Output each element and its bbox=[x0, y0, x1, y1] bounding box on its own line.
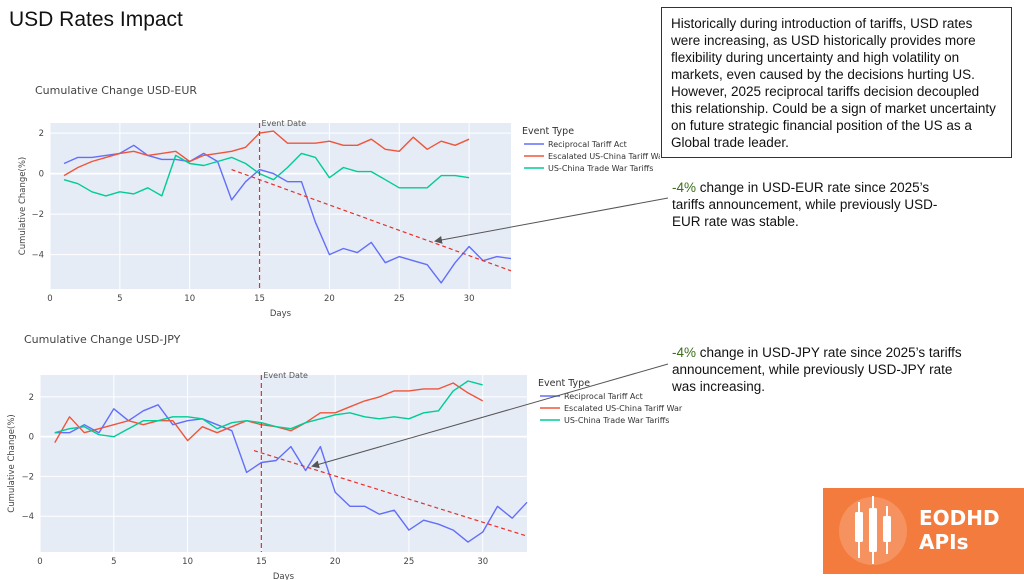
eur-chart-title: Cumulative Change USD-EUR bbox=[35, 84, 197, 97]
eur-annotation: -4% change in USD-EUR rate since 2025’s … bbox=[672, 179, 962, 230]
eur-series-line-1 bbox=[63, 144, 512, 284]
jpy-annotation: -4% change in USD-JPY rate since 2025’s … bbox=[672, 344, 962, 395]
jpy-event-label: Event Date bbox=[263, 371, 308, 380]
eur-y-tick-label: −2 bbox=[31, 210, 44, 220]
eur-y-tick-label: 0 bbox=[39, 170, 44, 180]
jpy-x-tick-label: 15 bbox=[256, 557, 267, 567]
eur-x-tick-label: 10 bbox=[184, 294, 195, 304]
jpy-x-axis-label: Days bbox=[273, 572, 295, 580]
eur-legend-title: Event Type bbox=[522, 126, 574, 137]
jpy-y-tick-label: −4 bbox=[21, 512, 34, 522]
logo-text-line2: APIs bbox=[919, 530, 969, 554]
eur-x-tick-label: 30 bbox=[464, 294, 475, 304]
jpy-y-tick-label: 0 bbox=[29, 433, 34, 443]
jpy-y-tick-label: −2 bbox=[21, 472, 34, 482]
eur-plot-background bbox=[50, 123, 511, 289]
jpy-annotation-text: change in USD-JPY rate since 2025’s tari… bbox=[672, 345, 962, 394]
page-title: USD Rates Impact bbox=[9, 8, 183, 31]
jpy-legend-title: Event Type bbox=[538, 378, 590, 389]
logo-text-line1: EODHD bbox=[919, 506, 1000, 530]
jpy-legend-item-3: US-China Trade War Tariffs bbox=[564, 416, 669, 425]
jpy-trend-line bbox=[253, 450, 528, 537]
eur-event-label: Event Date bbox=[262, 119, 307, 128]
eur-legend-item-2: Escalated US-China Tariff War bbox=[548, 152, 660, 161]
eur-x-tick-label: 20 bbox=[324, 294, 335, 304]
eur-x-axis-label: Days bbox=[270, 309, 292, 319]
eur-annotation-text: change in USD-EUR rate since 2025’s tari… bbox=[672, 180, 938, 229]
jpy-series-line-1 bbox=[54, 404, 528, 543]
eur-legend-item-1: Reciprocal Tariff Act bbox=[548, 140, 627, 149]
jpy-plot-background bbox=[40, 375, 527, 552]
eur-y-axis-label: Cumulative Change(%) bbox=[18, 157, 28, 255]
jpy-legend-item-1: Reciprocal Tariff Act bbox=[564, 392, 643, 401]
eur-annotation-pct: -4% bbox=[672, 180, 697, 195]
eur-y-tick-label: −4 bbox=[31, 251, 44, 261]
jpy-x-tick-label: 10 bbox=[182, 557, 193, 567]
eodhd-logo: EODHD APIs bbox=[823, 488, 1024, 574]
eur-y-tick-label: 2 bbox=[39, 129, 44, 139]
jpy-x-tick-label: 5 bbox=[111, 557, 116, 567]
jpy-y-tick-label: 2 bbox=[29, 393, 34, 403]
jpy-annotation-pct: -4% bbox=[672, 345, 697, 360]
candlestick-icon bbox=[839, 496, 907, 565]
eur-trend-line bbox=[231, 168, 512, 272]
jpy-legend-item-2: Escalated US-China Tariff War bbox=[564, 404, 683, 413]
eur-series-line-3 bbox=[63, 152, 470, 197]
jpy-x-tick-label: 20 bbox=[330, 557, 341, 567]
eur-series-line-2 bbox=[63, 130, 470, 177]
jpy-x-tick-label: 25 bbox=[404, 557, 415, 567]
jpy-x-tick-label: 30 bbox=[477, 557, 488, 567]
eur-x-tick-label: 25 bbox=[394, 294, 405, 304]
logo-text: EODHD APIs bbox=[919, 506, 1000, 554]
jpy-chart-title: Cumulative Change USD-JPY bbox=[24, 333, 181, 346]
eur-legend-item-3: US-China Trade War Tariffs bbox=[548, 164, 653, 173]
jpy-x-tick-label: 0 bbox=[37, 557, 42, 567]
eur-x-tick-label: 15 bbox=[254, 294, 265, 304]
summary-note-box: Historically during introduction of tari… bbox=[661, 7, 1012, 158]
eur-x-tick-label: 0 bbox=[47, 294, 52, 304]
jpy-y-axis-label: Cumulative Change(%) bbox=[7, 414, 17, 512]
eur-x-tick-label: 5 bbox=[117, 294, 122, 304]
